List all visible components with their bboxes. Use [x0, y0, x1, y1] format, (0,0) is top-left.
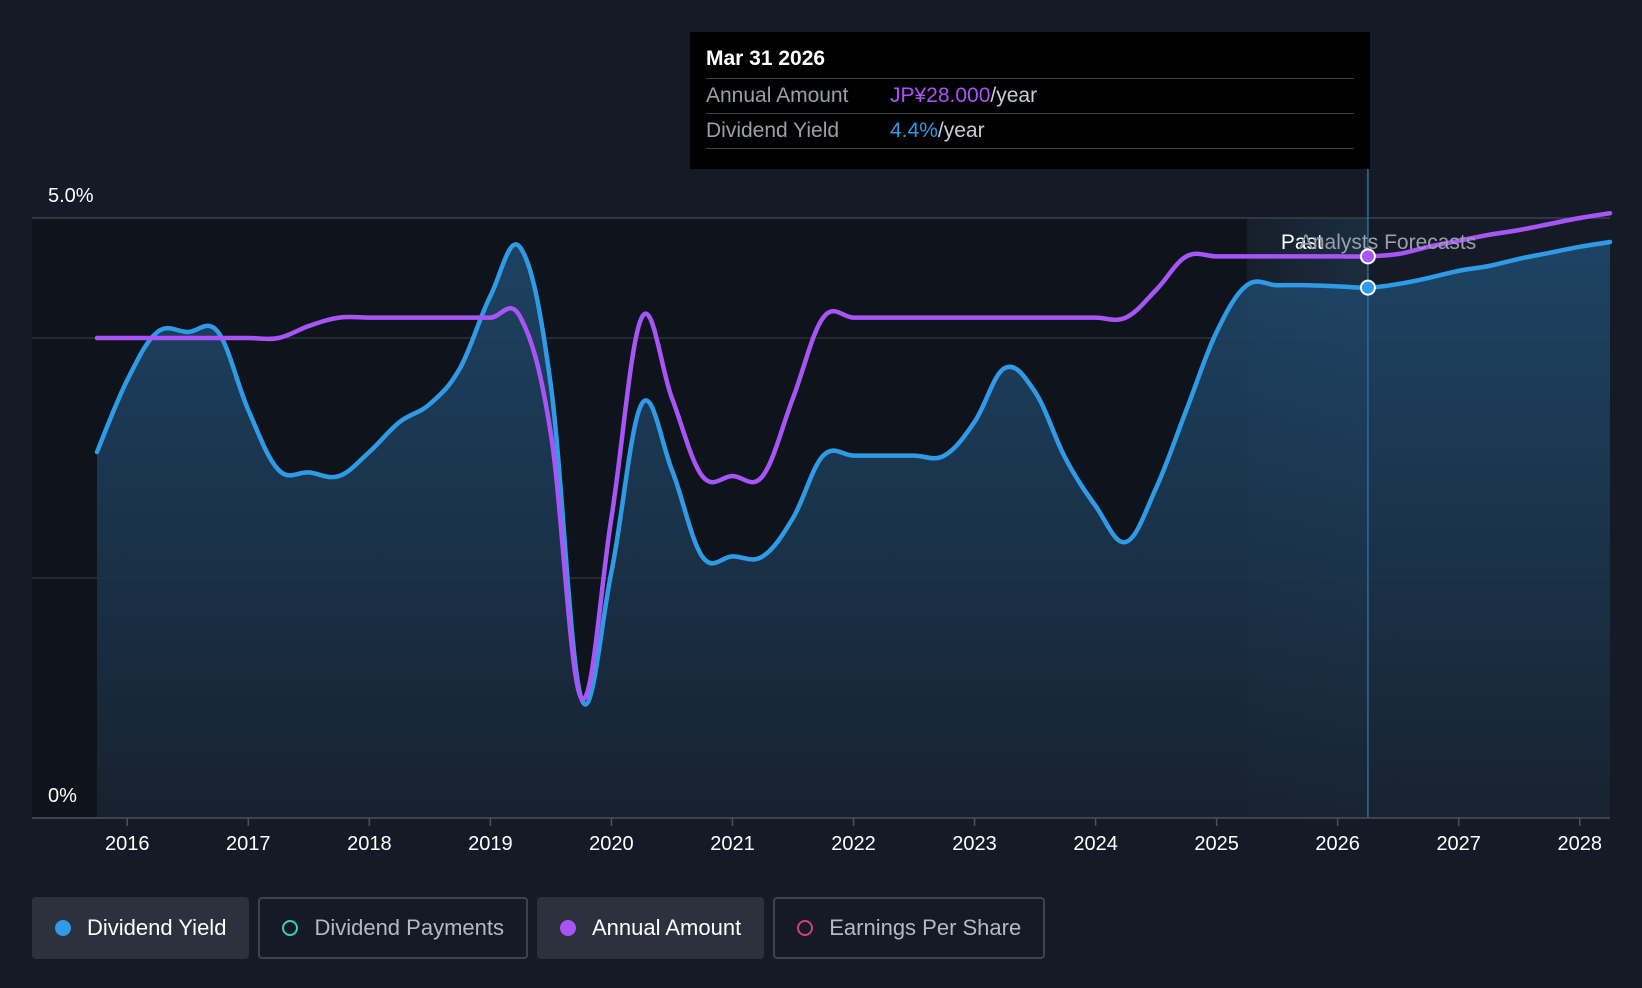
tooltip-row-annual-amount: Annual Amount JP¥28.000/year	[706, 79, 1354, 114]
x-tick-label: 2019	[468, 833, 513, 855]
legend-earnings-per-share[interactable]: Earnings Per Share	[773, 897, 1046, 959]
y-tick-label-top: 5.0%	[48, 185, 94, 207]
dividend-yield-marker[interactable]	[1359, 279, 1376, 296]
tooltip-label: Annual Amount	[706, 84, 849, 107]
tooltip-date: Mar 31 2026	[706, 44, 1354, 79]
dividend-yield-line[interactable]	[94, 239, 1613, 707]
tooltip-unit: /year	[937, 119, 985, 142]
x-tick-label: 2018	[347, 833, 392, 855]
legend-label: Earnings Per Share	[829, 915, 1022, 940]
analysts-forecasts-label: Analysts Forecasts	[1299, 231, 1476, 254]
legend-dividend-payments[interactable]: Dividend Payments	[258, 897, 528, 959]
tooltip-row-dividend-yield: Dividend Yield 4.4%/year	[706, 114, 1354, 149]
legend-label: Dividend Yield	[87, 915, 227, 940]
earnings-per-share-ring-icon	[797, 920, 814, 936]
tooltip-unit: /year	[990, 84, 1038, 107]
legend-label: Annual Amount	[591, 915, 742, 940]
annual-amount-line[interactable]	[94, 210, 1613, 702]
x-tick-label: 2017	[226, 833, 271, 855]
y-tick-label-bottom: 0%	[48, 785, 77, 807]
x-tick-label: 2026	[1315, 833, 1360, 855]
tooltip-value: JP¥28.000	[890, 84, 991, 107]
annual-amount-marker[interactable]	[1359, 248, 1376, 265]
legend-annual-amount[interactable]: Annual Amount	[536, 897, 765, 959]
tooltip-value: 4.4%	[890, 119, 938, 142]
tooltip-label: Dividend Yield	[706, 119, 840, 142]
dividend-yield-dot-icon	[55, 920, 71, 936]
annual-amount-dot-icon	[559, 920, 576, 936]
x-tick-label: 2025	[1194, 833, 1239, 855]
legend-label: Dividend Payments	[314, 915, 504, 940]
dividend-yield-area	[97, 242, 1610, 818]
dividend-payments-ring-icon	[282, 920, 299, 936]
past-label: Past	[1281, 231, 1323, 254]
legend-dividend-yield[interactable]: Dividend Yield	[32, 897, 250, 959]
tooltip: Mar 31 2026 Annual Amount JP¥28.000/year…	[690, 32, 1370, 169]
x-tick-label: 2022	[831, 833, 876, 855]
x-tick-label: 2028	[1557, 833, 1602, 855]
legend: Dividend Yield Dividend Payments Annual …	[32, 897, 1046, 961]
x-tick-label: 2016	[105, 833, 150, 855]
x-tick-label: 2027	[1436, 833, 1481, 855]
x-tick-label: 2021	[710, 833, 755, 855]
x-tick-label: 2023	[952, 833, 997, 855]
x-tick-label: 2024	[1073, 833, 1118, 855]
x-tick-label: 2020	[589, 833, 634, 855]
